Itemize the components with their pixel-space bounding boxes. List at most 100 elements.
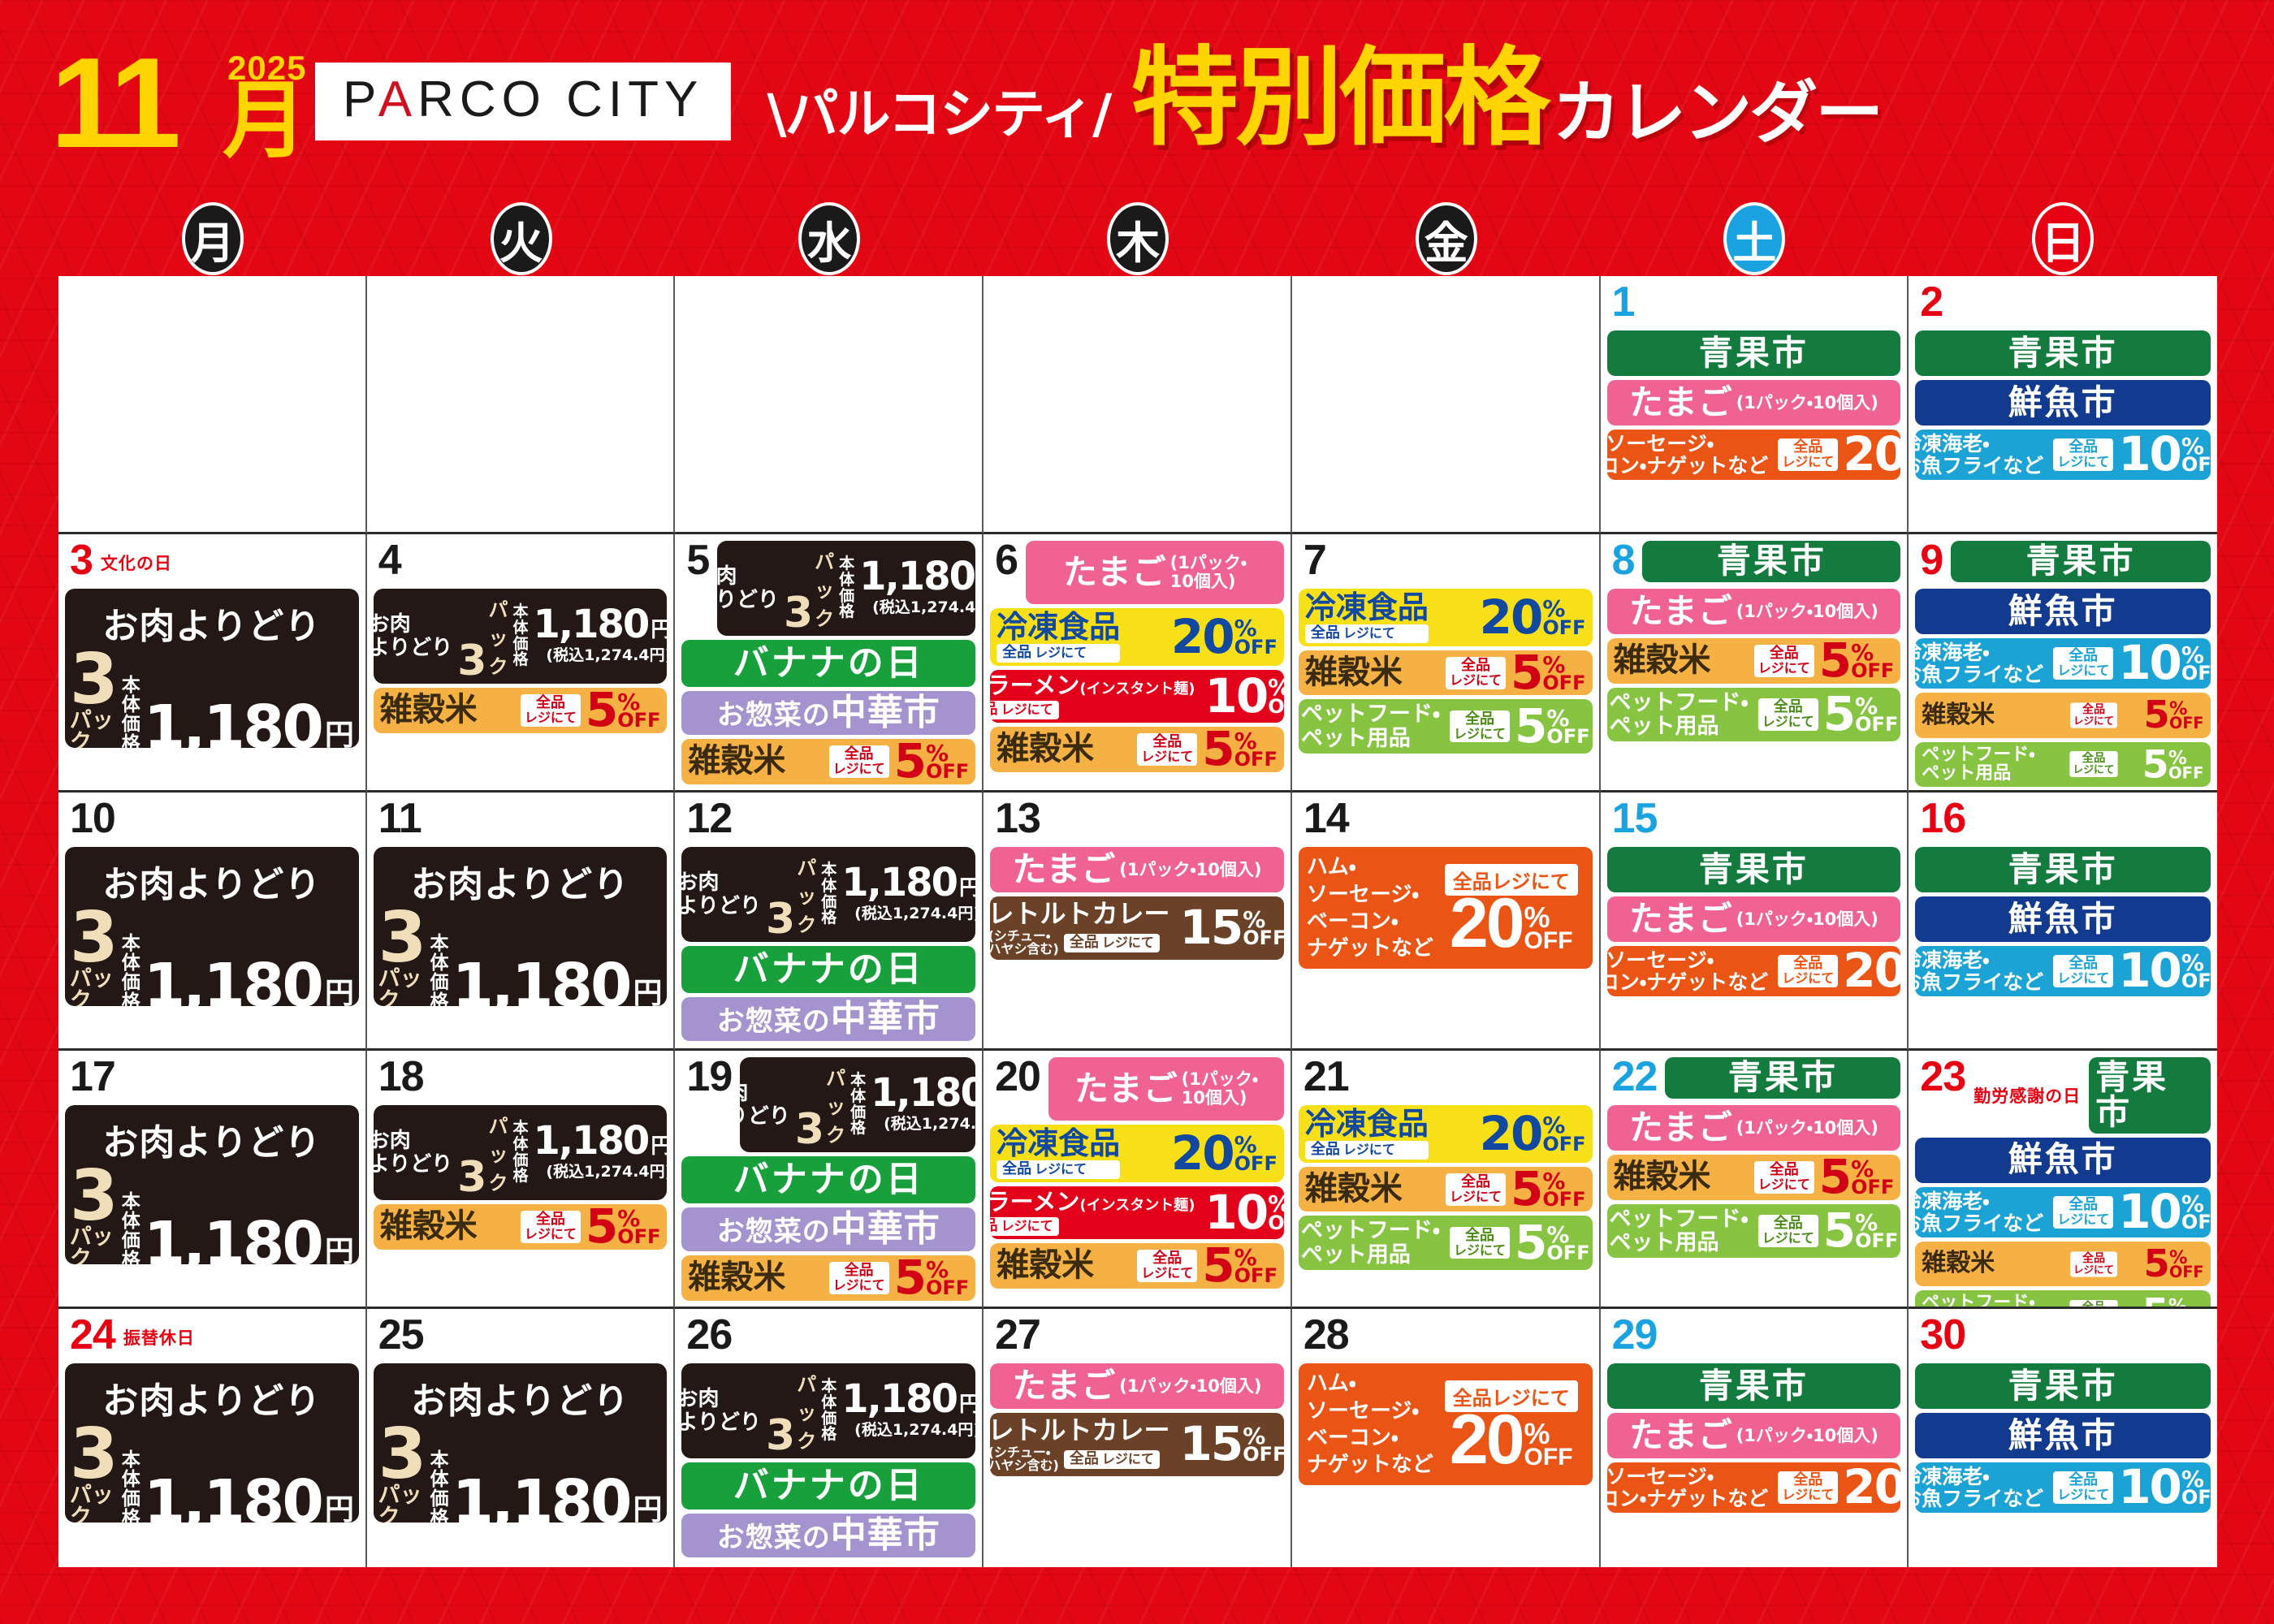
banner-multigrain-rice-5-off[interactable]: 雑穀米 全品 レジにて 5 % OFF <box>990 727 1284 772</box>
banner-chuka-market[interactable]: お惣菜の中華市 <box>681 1207 976 1251</box>
zakkokumai-label: 雑穀米 <box>1922 700 1995 729</box>
banner-ham-20-off[interactable]: ハム・ソーセージ・ ベーコン・ナゲットなど 全品 レジにて 20 % OFF <box>1606 430 1901 480</box>
off-label: OFF <box>1855 1229 1899 1252</box>
banner-banana-day[interactable]: バナナの日 <box>681 640 976 687</box>
banner-seika-market[interactable]: 青果市 <box>1606 1363 1901 1409</box>
yen-label: 円 <box>651 613 667 643</box>
banner-sengyo-market[interactable]: 鮮魚市 <box>1915 589 2211 634</box>
banner-retort-curry-15-off[interactable]: レトルトカレー (シチュー・ ハヤシ含む) 全品 レジにて 15 % OFF <box>990 896 1284 961</box>
banner-seika-market[interactable]: 青果市 <box>1606 847 1901 892</box>
banner-retort-curry-15-off[interactable]: レトルトカレー (シチュー・ ハヤシ含む) 全品 レジにて 15 % OFF <box>990 1413 1284 1477</box>
day-number: 9 <box>1920 537 1943 584</box>
discount-number: 20 <box>1449 884 1525 963</box>
banner-tamago[interactable]: たまご (1パック・10個入) <box>1606 896 1901 942</box>
banner-multigrain-rice-5-off[interactable]: 雑穀米 全品 レジにて 5 % OFF <box>1298 1166 1593 1212</box>
discount-number: 5 <box>2143 693 2170 737</box>
day-promotions: 青果市 鮮魚市 冷凍海老・ お魚フライなど 全品 レジにて 10 % OFF <box>1915 847 2211 996</box>
banner-tamago[interactable]: たまご (1パック・ 10個入) <box>1048 1057 1284 1121</box>
banner-chuka-market[interactable]: お惣菜の中華市 <box>681 691 976 735</box>
banner-meat-3pack-1180[interactable]: お肉 よりどり 3 パック 本体 価格 1,180 円 (税込1,274.4円) <box>717 541 976 636</box>
banner-ham-20-off[interactable]: ハム・ソーセージ・ ベーコン・ナゲットなど 全品 レジにて 20 % OFF <box>1606 946 1901 996</box>
banner-tamago[interactable]: たまご (1パック・10個入) <box>990 1363 1284 1409</box>
banner-meat-3pack-1180[interactable]: お肉 よりどり 3 パック 本体 価格 1,180 円 (税込1,274.4円) <box>740 1057 976 1152</box>
banner-sengyo-market[interactable]: 鮮魚市 <box>1915 380 2211 425</box>
day-number: 10 <box>70 795 116 842</box>
banner-ham-20-off[interactable]: ハム・ソーセージ・ ベーコン・ナゲットなど 全品 レジにて 20 % OFF <box>1606 1462 1901 1513</box>
banner-meat-3pack-1180[interactable]: お肉 よりどり 3 パック 本体 価格 1,180 円 (税込1,274.4円) <box>681 847 976 942</box>
banner-banana-day[interactable]: バナナの日 <box>681 1156 976 1203</box>
banner-multigrain-rice-5-off[interactable]: 雑穀米 全品 レジにて 5 % OFF <box>1915 693 2211 738</box>
zakkokumai-label: 雑穀米 <box>1922 1249 1995 1278</box>
banner-tamago[interactable]: たまご (1パック・10個入) <box>1606 1105 1901 1151</box>
banner-tamago[interactable]: たまご (1パック・10個入) <box>990 847 1284 892</box>
banner-pet-supplies-5-off[interactable]: ペットフード・ ペット用品 全品 レジにて 5 % OFF <box>1298 699 1593 754</box>
discount-number: 20 <box>1479 589 1544 645</box>
banner-meat-3pack-1180[interactable]: お肉 よりどり 3 パック 本体 価格 1,180 円 (税込1,274.4円) <box>373 1105 668 1200</box>
banner-frozen-food-20-off[interactable]: 冷凍食品 全品 レジにて 20 % OFF <box>1298 589 1593 646</box>
banner-seika-market[interactable]: 青果市 <box>1915 330 2211 376</box>
banner-multigrain-rice-5-off[interactable]: 雑穀米 全品 レジにて 5 % OFF <box>373 1204 668 1250</box>
banner-banana-day[interactable]: バナナの日 <box>681 1462 976 1510</box>
banner-meat-3pack-1180[interactable]: お肉 よりどり 3 パック 本体 価格 1,180 円 (税込1,274.4円) <box>681 1363 976 1458</box>
banner-seika-market[interactable]: 青果市 <box>2089 1057 2211 1134</box>
banner-frozen-shrimp-10-off[interactable]: 冷凍海老・ お魚フライなど 全品 レジにて 10 % OFF <box>1915 946 2211 996</box>
banner-multigrain-rice-5-off[interactable]: 雑穀米 全品 レジにて 5 % OFF <box>1915 1241 2211 1287</box>
banner-seika-market[interactable]: 青果市 <box>1642 541 1901 582</box>
banner-multigrain-rice-5-off[interactable]: 雑穀米 全品 レジにて 5 % OFF <box>1298 650 1593 696</box>
banner-pet-supplies-5-off[interactable]: ペットフード・ ペット用品 全品 レジにて 5 % OFF <box>1298 1216 1593 1270</box>
banner-instant-ramen-10-off[interactable]: 袋ラーメン(インスタント麺) 全品レジにて 10 % OFF <box>990 1186 1284 1240</box>
banner-frozen-shrimp-10-off[interactable]: 冷凍海老・ お魚フライなど 全品 レジにて 10 % OFF <box>1915 1462 2211 1513</box>
banner-seika-market[interactable]: 青果市 <box>1606 330 1901 376</box>
banner-ham-20-off[interactable]: ハム・ ソーセージ・ ベーコン・ ナゲットなど 全品レジにて 20 % OFF <box>1298 847 1593 969</box>
banner-instant-ramen-10-off[interactable]: 袋ラーメン(インスタント麺) 全品レジにて 10 % OFF <box>990 669 1284 723</box>
banner-multigrain-rice-5-off[interactable]: 雑穀米 全品 レジにて 5 % OFF <box>990 1243 1284 1289</box>
banner-seika-market[interactable]: 青果市 <box>1915 847 2211 892</box>
banner-chuka-market[interactable]: お惣菜の中華市 <box>681 997 976 1041</box>
banner-pet-supplies-5-off[interactable]: ペットフード・ ペット用品 全品 レジにて 5 % OFF <box>1606 687 1901 741</box>
off-label: OFF <box>1546 1241 1590 1264</box>
banner-meat-3pack-1180[interactable]: お肉よりどり 3 パック 本体 価格 1,180 円 (税込1,274.4円) <box>65 847 359 1006</box>
banner-chuka-market[interactable]: お惣菜の中華市 <box>681 1514 976 1557</box>
banner-multigrain-rice-5-off[interactable]: 雑穀米 全品 レジにて 5 % OFF <box>373 688 668 733</box>
banner-pet-supplies-5-off[interactable]: ペットフード・ ペット用品 全品 レジにて 5 % OFF <box>1915 741 2211 788</box>
banner-frozen-food-20-off[interactable]: 冷凍食品 全品 レジにて 20 % OFF <box>990 608 1284 666</box>
day-number: 19 <box>686 1053 733 1100</box>
banner-multigrain-rice-5-off[interactable]: 雑穀米 全品 レジにて 5 % OFF <box>681 1255 976 1301</box>
meat-tax-price: (税込1,274.4円) <box>854 1420 976 1439</box>
banner-seika-market[interactable]: 青果市 <box>1665 1057 1901 1099</box>
banner-meat-3pack-1180[interactable]: お肉よりどり 3 パック 本体 価格 1,180 円 (税込1,274.4円) <box>65 1363 359 1522</box>
banner-meat-3pack-1180[interactable]: お肉よりどり 3 パック 本体 価格 1,180 円 (税込1,274.4円) <box>373 847 668 1006</box>
banner-meat-3pack-1180[interactable]: お肉 よりどり 3 パック 本体 価格 1,180 円 (税込1,274.4円) <box>373 589 668 684</box>
reji-label: レジにて <box>1001 702 1053 718</box>
banner-multigrain-rice-5-off[interactable]: 雑穀米 全品 レジにて 5 % OFF <box>1606 1155 1901 1200</box>
banner-seika-market[interactable]: 青果市 <box>1915 1363 2211 1409</box>
banner-pet-supplies-5-off[interactable]: ペットフード・ ペット用品 全品 レジにて 5 % OFF <box>1915 1290 2211 1307</box>
day-header: 20 たまご (1パック・ 10個入) <box>990 1056 1284 1121</box>
banner-tamago[interactable]: たまご (1パック・10個入) <box>1606 380 1901 425</box>
banner-meat-3pack-1180[interactable]: お肉よりどり 3 パック 本体 価格 1,180 円 (税込1,274.4円) <box>65 589 359 748</box>
banner-seika-market[interactable]: 青果市 <box>1951 541 2211 582</box>
banner-banana-day[interactable]: バナナの日 <box>681 946 976 993</box>
banner-sengyo-market[interactable]: 鮮魚市 <box>1915 1137 2211 1183</box>
banner-ham-20-off[interactable]: ハム・ ソーセージ・ ベーコン・ ナゲットなど 全品レジにて 20 % OFF <box>1298 1363 1593 1485</box>
banner-sengyo-market[interactable]: 鮮魚市 <box>1915 896 2211 942</box>
banner-tamago[interactable]: たまご (1パック・10個入) <box>1606 1413 1901 1458</box>
banner-pet-supplies-5-off[interactable]: ペットフード・ ペット用品 全品 レジにて 5 % OFF <box>1606 1203 1901 1258</box>
banner-multigrain-rice-5-off[interactable]: 雑穀米 全品 レジにて 5 % OFF <box>681 739 976 784</box>
banner-meat-3pack-1180[interactable]: お肉よりどり 3 パック 本体 価格 1,180 円 (税込1,274.4円) <box>65 1105 359 1264</box>
meat-title-line1: お肉 <box>681 1387 720 1412</box>
meat-tax-price: (税込1,274.4円) <box>884 1114 976 1133</box>
tamago-label: たまご <box>1628 382 1733 422</box>
banner-multigrain-rice-5-off[interactable]: 雑穀米 全品 レジにて 5 % OFF <box>1606 638 1901 684</box>
banner-frozen-shrimp-10-off[interactable]: 冷凍海老・ お魚フライなど 全品 レジにて 10 % OFF <box>1915 430 2211 480</box>
banner-sengyo-market[interactable]: 鮮魚市 <box>1915 1413 2211 1458</box>
banner-frozen-food-20-off[interactable]: 冷凍食品 全品 レジにて 20 % OFF <box>990 1125 1284 1182</box>
banner-tamago[interactable]: たまご (1パック・ 10個入) <box>1026 541 1284 604</box>
reji-label: レジにて <box>2057 1487 2110 1503</box>
banner-frozen-shrimp-10-off[interactable]: 冷凍海老・ お魚フライなど 全品 レジにて 10 % OFF <box>1915 1186 2211 1237</box>
banner-frozen-shrimp-10-off[interactable]: 冷凍海老・ お魚フライなど 全品 レジにて 10 % OFF <box>1915 638 2211 689</box>
banner-frozen-food-20-off[interactable]: 冷凍食品 全品 レジにて 20 % OFF <box>1298 1105 1593 1163</box>
tamago-sublabel: (1パック・10個入) <box>1736 392 1878 412</box>
banner-tamago[interactable]: たまご (1パック・10個入) <box>1606 589 1901 634</box>
banner-meat-3pack-1180[interactable]: お肉よりどり 3 パック 本体 価格 1,180 円 (税込1,274.4円) <box>373 1363 668 1522</box>
